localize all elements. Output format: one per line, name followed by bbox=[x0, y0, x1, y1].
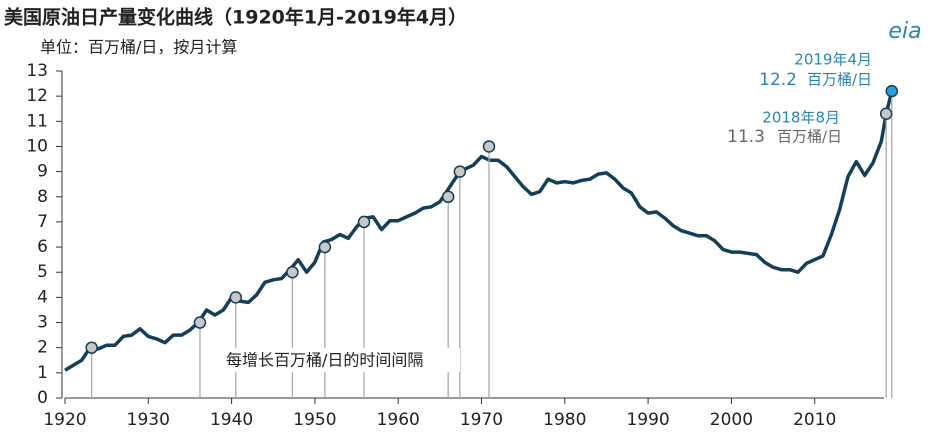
annotation: 百万桶/日 bbox=[777, 128, 842, 146]
y-tick-label: 5 bbox=[37, 262, 48, 282]
y-tick-label: 0 bbox=[37, 388, 48, 408]
milestone-marker bbox=[482, 140, 496, 153]
x-tick-label: 2000 bbox=[710, 410, 753, 430]
y-tick-label: 4 bbox=[37, 287, 48, 307]
annotation: 2019年4月 bbox=[794, 51, 872, 69]
logo: eia bbox=[888, 19, 921, 44]
y-tick-label: 1 bbox=[37, 363, 48, 383]
annotation: 2018年8月 bbox=[762, 109, 840, 127]
milestone-marker bbox=[318, 240, 332, 254]
milestone-marker bbox=[85, 341, 98, 354]
data-line bbox=[64, 90, 894, 372]
chart-subtitle: 单位：百万桶/日，按月计算 bbox=[40, 38, 237, 57]
x-tick-label: 1960 bbox=[377, 410, 420, 430]
annotation-value: 11.3 bbox=[727, 127, 765, 147]
y-tick-label: 6 bbox=[37, 237, 48, 257]
y-tick-label: 12 bbox=[26, 86, 48, 106]
y-tick-label: 11 bbox=[26, 111, 48, 131]
milestone-marker bbox=[193, 316, 207, 329]
y-tick-label: 7 bbox=[37, 212, 48, 232]
y-tick-label: 9 bbox=[37, 162, 48, 182]
y-tick-label: 10 bbox=[26, 136, 48, 156]
x-tick-label: 1930 bbox=[127, 410, 170, 430]
milestone-marker bbox=[441, 190, 455, 204]
milestone-marker bbox=[885, 84, 899, 98]
x-tick-label: 1950 bbox=[293, 410, 336, 430]
x-tick-label: 2010 bbox=[793, 410, 836, 430]
y-tick-label: 2 bbox=[37, 338, 48, 358]
x-tick-label: 1980 bbox=[543, 410, 586, 430]
milestone-marker bbox=[879, 107, 893, 121]
milestone-marker bbox=[357, 215, 371, 229]
milestone-marker bbox=[229, 291, 243, 304]
annotation-value: 12.2 bbox=[759, 70, 797, 90]
chart-title: 美国原油日产量变化曲线（1920年1月-2019年4月） bbox=[4, 6, 467, 29]
annotation-bg bbox=[222, 348, 460, 372]
milestone-marker bbox=[286, 265, 299, 279]
y-tick-label: 8 bbox=[37, 187, 48, 207]
x-tick-label: 1970 bbox=[460, 410, 503, 430]
y-tick-label: 3 bbox=[37, 313, 48, 333]
x-tick-label: 1940 bbox=[210, 410, 253, 430]
milestone-marker bbox=[453, 165, 467, 178]
y-tick-label: 13 bbox=[26, 61, 48, 81]
x-tick-label: 1920 bbox=[43, 410, 86, 430]
x-tick-label: 1990 bbox=[626, 410, 669, 430]
annotation: 百万桶/日 bbox=[807, 71, 872, 89]
annotation: 每增长百万桶/日的时间间隔 bbox=[226, 351, 423, 370]
